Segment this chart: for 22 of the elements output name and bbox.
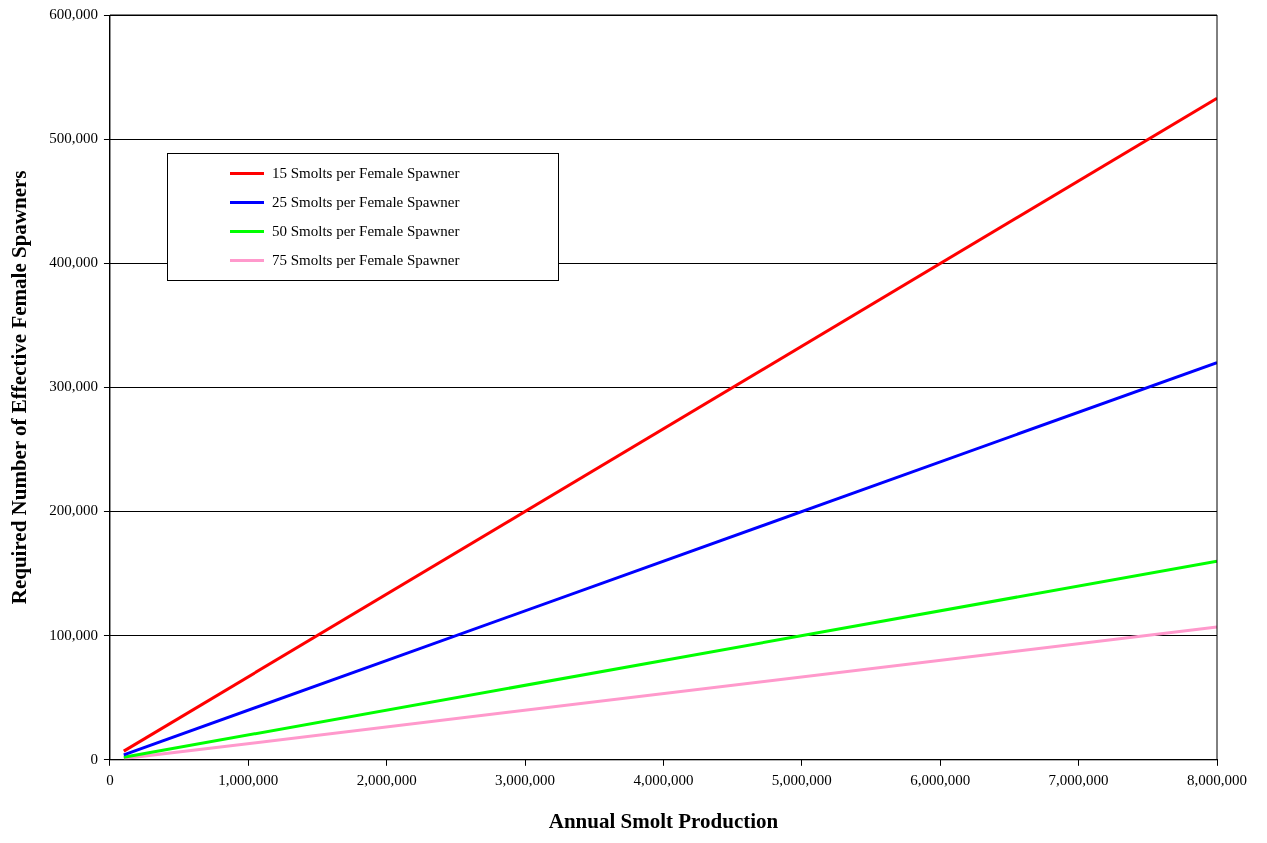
x-tick-label: 2,000,000 [356,771,417,788]
x-axis-title: Annual Smolt Production [548,808,779,833]
x-tick-label: 5,000,000 [771,771,832,788]
y-tick-label: 200,000 [49,502,98,519]
y-tick-label: 0 [90,750,98,767]
x-tick-label: 4,000,000 [633,771,694,788]
legend-label: 75 Smolts per Female Spawner [272,252,460,269]
x-tick-label: 0 [106,771,114,788]
y-axis-title: Required Number of Effective Female Spawners [7,170,32,605]
x-tick-label: 1,000,000 [218,771,279,788]
x-tick-label: 3,000,000 [495,771,556,788]
y-tick-label: 100,000 [49,626,98,643]
y-tick-label: 500,000 [49,130,98,147]
y-tick-label: 600,000 [49,5,98,22]
legend-label: 25 Smolts per Female Spawner [272,194,460,211]
x-tick-label: 7,000,000 [1048,771,1109,788]
y-tick-label: 300,000 [49,378,98,395]
y-tick-label: 400,000 [49,254,98,271]
x-tick-label: 8,000,000 [1187,771,1247,788]
legend-label: 15 Smolts per Female Spawner [272,165,460,182]
legend-label: 50 Smolts per Female Spawner [272,223,460,240]
x-tick-label: 6,000,000 [910,771,971,788]
